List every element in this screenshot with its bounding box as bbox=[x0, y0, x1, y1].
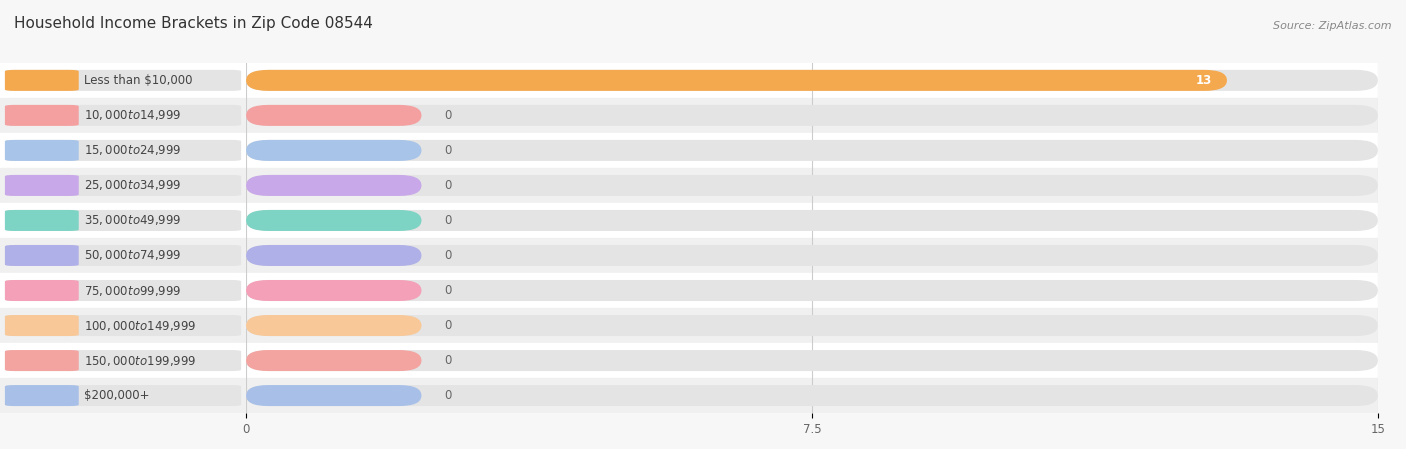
FancyBboxPatch shape bbox=[246, 385, 422, 406]
Bar bbox=[0, 308, 246, 343]
FancyBboxPatch shape bbox=[246, 280, 1378, 301]
Bar bbox=[246, 378, 1378, 413]
Text: 0: 0 bbox=[444, 249, 451, 262]
Text: $200,000+: $200,000+ bbox=[84, 389, 149, 402]
FancyBboxPatch shape bbox=[4, 280, 242, 301]
FancyBboxPatch shape bbox=[246, 350, 1378, 371]
FancyBboxPatch shape bbox=[246, 210, 1378, 231]
FancyBboxPatch shape bbox=[4, 105, 242, 126]
Text: 0: 0 bbox=[444, 214, 451, 227]
Bar bbox=[246, 133, 1378, 168]
Text: 0: 0 bbox=[444, 144, 451, 157]
FancyBboxPatch shape bbox=[4, 385, 242, 406]
Bar bbox=[0, 378, 246, 413]
FancyBboxPatch shape bbox=[4, 175, 79, 196]
FancyBboxPatch shape bbox=[246, 175, 422, 196]
FancyBboxPatch shape bbox=[246, 315, 1378, 336]
Text: Source: ZipAtlas.com: Source: ZipAtlas.com bbox=[1274, 22, 1392, 31]
FancyBboxPatch shape bbox=[4, 140, 242, 161]
FancyBboxPatch shape bbox=[4, 385, 79, 406]
Bar bbox=[246, 273, 1378, 308]
Text: 0: 0 bbox=[444, 179, 451, 192]
Text: 0: 0 bbox=[444, 284, 451, 297]
FancyBboxPatch shape bbox=[4, 175, 242, 196]
FancyBboxPatch shape bbox=[4, 315, 79, 336]
Text: $100,000 to $149,999: $100,000 to $149,999 bbox=[84, 318, 195, 333]
Text: $75,000 to $99,999: $75,000 to $99,999 bbox=[84, 283, 181, 298]
FancyBboxPatch shape bbox=[246, 70, 1227, 91]
Bar bbox=[246, 238, 1378, 273]
Text: $15,000 to $24,999: $15,000 to $24,999 bbox=[84, 143, 181, 158]
Bar bbox=[0, 98, 246, 133]
Bar bbox=[0, 273, 246, 308]
FancyBboxPatch shape bbox=[246, 350, 422, 371]
FancyBboxPatch shape bbox=[246, 385, 1378, 406]
Bar bbox=[0, 203, 246, 238]
FancyBboxPatch shape bbox=[246, 105, 1378, 126]
FancyBboxPatch shape bbox=[4, 70, 242, 91]
Bar bbox=[246, 98, 1378, 133]
Text: 13: 13 bbox=[1195, 74, 1212, 87]
FancyBboxPatch shape bbox=[4, 315, 242, 336]
Text: $25,000 to $34,999: $25,000 to $34,999 bbox=[84, 178, 181, 193]
FancyBboxPatch shape bbox=[4, 280, 79, 301]
Bar bbox=[0, 133, 246, 168]
FancyBboxPatch shape bbox=[246, 70, 1378, 91]
FancyBboxPatch shape bbox=[246, 175, 1378, 196]
FancyBboxPatch shape bbox=[246, 245, 1378, 266]
Bar bbox=[246, 168, 1378, 203]
Bar bbox=[246, 203, 1378, 238]
FancyBboxPatch shape bbox=[246, 105, 422, 126]
FancyBboxPatch shape bbox=[4, 210, 242, 231]
Text: Household Income Brackets in Zip Code 08544: Household Income Brackets in Zip Code 08… bbox=[14, 17, 373, 31]
Bar bbox=[0, 168, 246, 203]
Bar bbox=[246, 63, 1378, 98]
FancyBboxPatch shape bbox=[4, 245, 242, 266]
FancyBboxPatch shape bbox=[246, 210, 422, 231]
FancyBboxPatch shape bbox=[4, 140, 79, 161]
FancyBboxPatch shape bbox=[246, 140, 1378, 161]
FancyBboxPatch shape bbox=[4, 210, 79, 231]
FancyBboxPatch shape bbox=[246, 315, 422, 336]
Bar bbox=[0, 63, 246, 98]
Text: 0: 0 bbox=[444, 354, 451, 367]
Text: $35,000 to $49,999: $35,000 to $49,999 bbox=[84, 213, 181, 228]
Text: Less than $10,000: Less than $10,000 bbox=[84, 74, 193, 87]
FancyBboxPatch shape bbox=[4, 350, 79, 371]
FancyBboxPatch shape bbox=[4, 245, 79, 266]
Bar bbox=[0, 343, 246, 378]
Bar bbox=[246, 308, 1378, 343]
Text: 0: 0 bbox=[444, 109, 451, 122]
FancyBboxPatch shape bbox=[246, 140, 422, 161]
FancyBboxPatch shape bbox=[4, 70, 79, 91]
FancyBboxPatch shape bbox=[246, 245, 422, 266]
Text: $150,000 to $199,999: $150,000 to $199,999 bbox=[84, 353, 195, 368]
Text: 0: 0 bbox=[444, 389, 451, 402]
Bar bbox=[246, 343, 1378, 378]
Bar bbox=[0, 238, 246, 273]
Text: $10,000 to $14,999: $10,000 to $14,999 bbox=[84, 108, 181, 123]
Text: $50,000 to $74,999: $50,000 to $74,999 bbox=[84, 248, 181, 263]
FancyBboxPatch shape bbox=[4, 350, 242, 371]
FancyBboxPatch shape bbox=[4, 105, 79, 126]
Text: 0: 0 bbox=[444, 319, 451, 332]
FancyBboxPatch shape bbox=[246, 280, 422, 301]
